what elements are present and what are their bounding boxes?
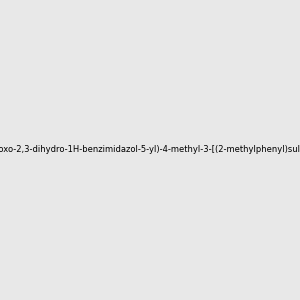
Text: N-(1,3-dimethyl-2-oxo-2,3-dihydro-1H-benzimidazol-5-yl)-4-methyl-3-[(2-methylphe: N-(1,3-dimethyl-2-oxo-2,3-dihydro-1H-ben…	[0, 146, 300, 154]
